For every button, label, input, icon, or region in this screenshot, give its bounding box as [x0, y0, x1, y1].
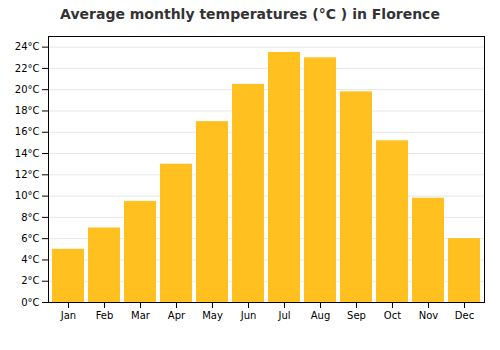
- svg-text:12°C: 12°C: [15, 169, 40, 180]
- svg-text:8°C: 8°C: [21, 212, 39, 223]
- svg-text:Nov: Nov: [419, 310, 439, 321]
- svg-text:Dec: Dec: [455, 310, 474, 321]
- svg-text:14°C: 14°C: [15, 148, 40, 159]
- svg-text:18°C: 18°C: [15, 105, 40, 116]
- svg-text:Sep: Sep: [347, 310, 366, 321]
- svg-text:22°C: 22°C: [15, 63, 40, 74]
- svg-text:Jan: Jan: [60, 310, 76, 321]
- svg-text:Oct: Oct: [384, 310, 401, 321]
- svg-text:0°C: 0°C: [21, 297, 39, 308]
- svg-text:Feb: Feb: [96, 310, 114, 321]
- svg-text:Mar: Mar: [131, 310, 151, 321]
- svg-text:4°C: 4°C: [21, 254, 39, 265]
- html-text:Average monthly temperatures (: Average monthly temperatures (°C ) in Fl…: [60, 6, 440, 22]
- svg-text:20°C: 20°C: [15, 84, 40, 95]
- svg-text:16°C: 16°C: [15, 126, 40, 137]
- svg-text:Jul: Jul: [277, 310, 290, 321]
- svg-text:Aug: Aug: [311, 310, 331, 321]
- svg-text:2°C: 2°C: [21, 275, 39, 286]
- svg-text:10°C: 10°C: [15, 190, 40, 201]
- svg-text:May: May: [202, 310, 223, 321]
- svg-text:Jun: Jun: [240, 310, 257, 321]
- svg-text:24°C: 24°C: [15, 41, 40, 52]
- svg-text:6°C: 6°C: [21, 233, 39, 244]
- svg-text:Apr: Apr: [168, 310, 186, 321]
